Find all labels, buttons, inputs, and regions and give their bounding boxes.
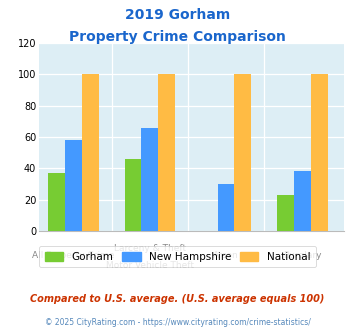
Bar <box>82 74 99 231</box>
Text: Property Crime Comparison: Property Crime Comparison <box>69 30 286 44</box>
Text: All Property Crime: All Property Crime <box>32 251 115 260</box>
Bar <box>141 128 158 231</box>
Bar <box>294 172 311 231</box>
Text: Motor Vehicle Theft: Motor Vehicle Theft <box>106 261 194 270</box>
Text: © 2025 CityRating.com - https://www.cityrating.com/crime-statistics/: © 2025 CityRating.com - https://www.city… <box>45 318 310 327</box>
Text: 2019 Gorham: 2019 Gorham <box>125 8 230 22</box>
Bar <box>277 195 294 231</box>
Bar <box>48 173 65 231</box>
Legend: Gorham, New Hampshire, National: Gorham, New Hampshire, National <box>39 247 316 267</box>
Text: Burglary: Burglary <box>283 251 322 260</box>
Bar <box>65 140 82 231</box>
Bar <box>218 184 234 231</box>
Bar <box>234 74 251 231</box>
Bar <box>311 74 328 231</box>
Text: Compared to U.S. average. (U.S. average equals 100): Compared to U.S. average. (U.S. average … <box>30 294 325 304</box>
Bar <box>125 159 141 231</box>
Text: Larceny & Theft: Larceny & Theft <box>114 244 186 253</box>
Bar <box>158 74 175 231</box>
Text: Arson: Arson <box>213 251 239 260</box>
